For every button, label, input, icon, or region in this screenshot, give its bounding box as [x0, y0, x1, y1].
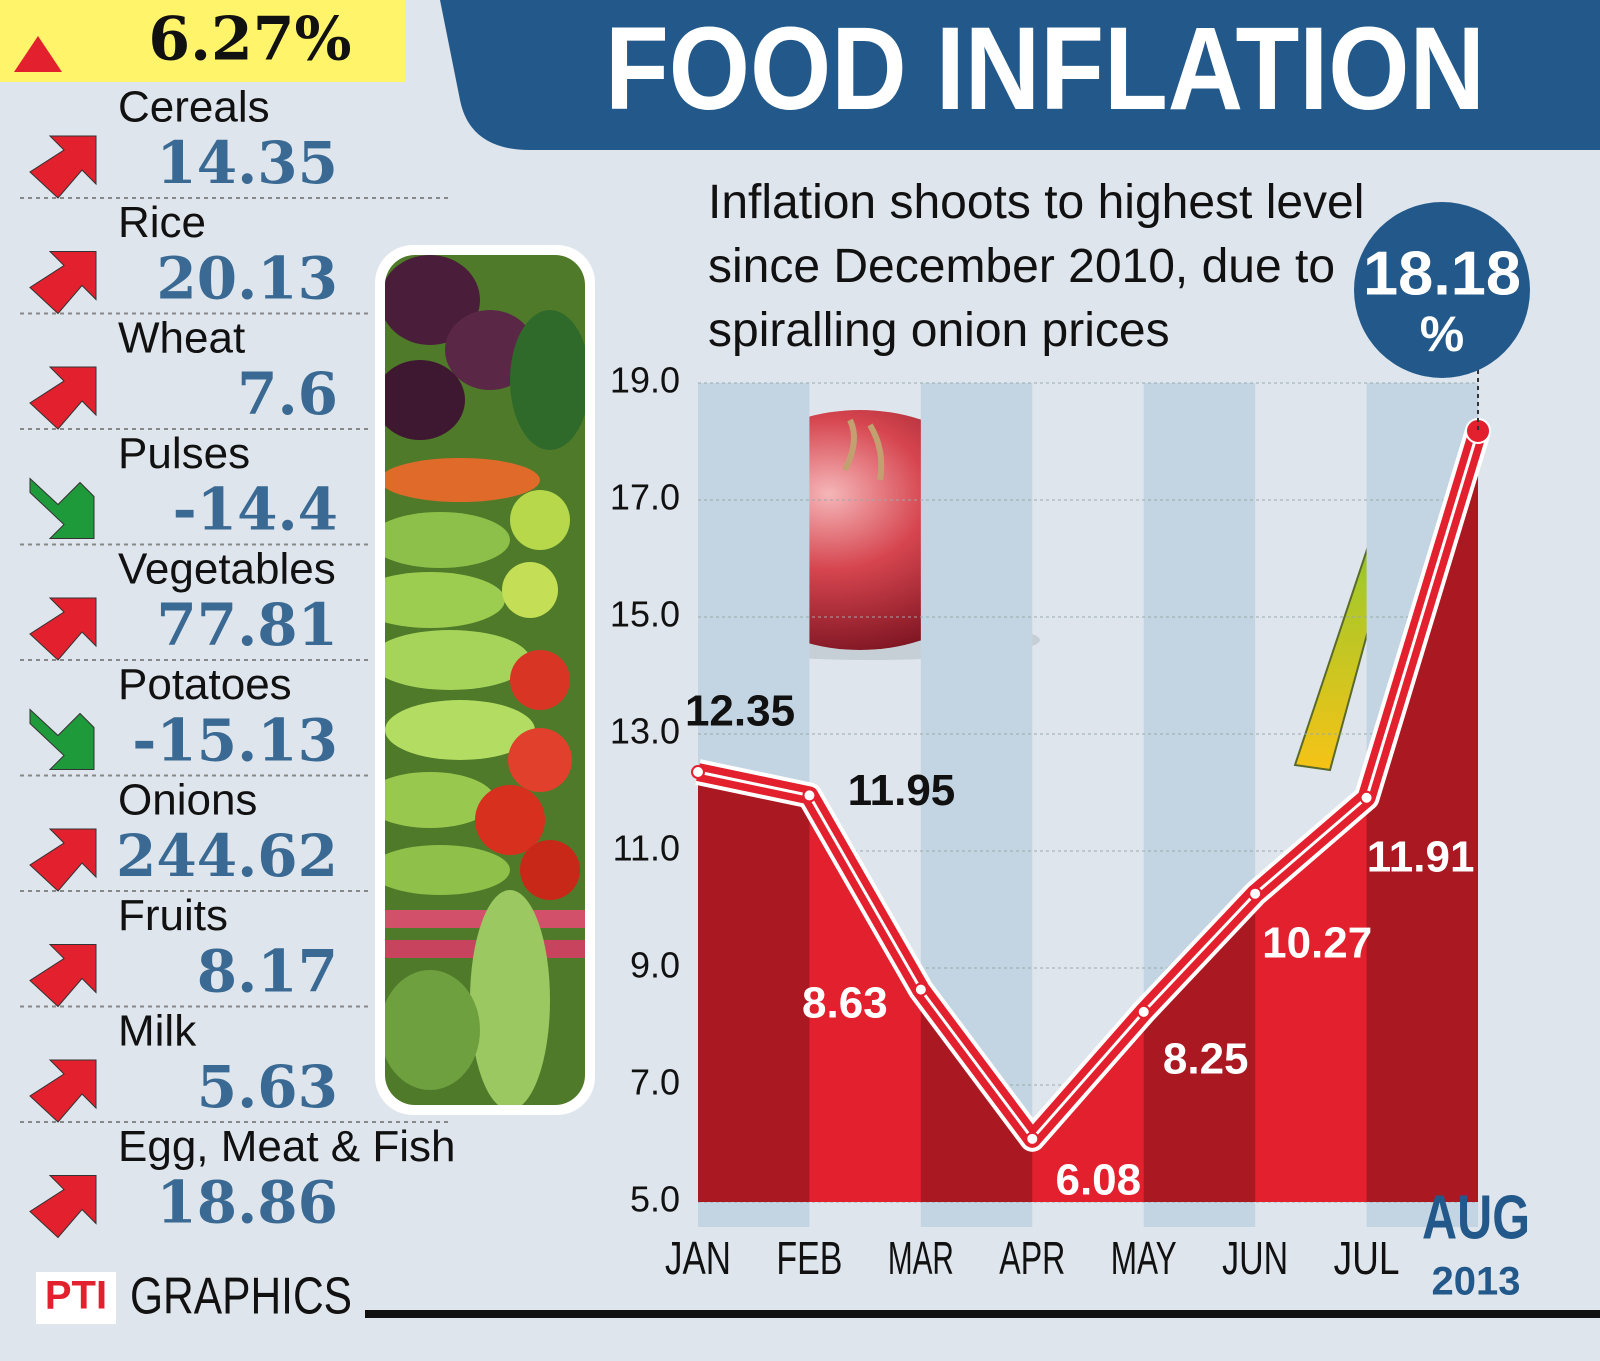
x-tick-label: JAN — [665, 1232, 731, 1284]
up-arrow — [29, 1059, 97, 1123]
item-value: 8.17 — [197, 938, 338, 1006]
item-label: Onions — [118, 776, 257, 825]
x-tick-label: MAR — [888, 1232, 954, 1284]
title-bar — [440, 0, 1600, 150]
item-label: Potatoes — [118, 660, 292, 709]
plot: 5.0 7.0 9.0 11.0 13.0 15.0 17.0 19.0 12.35 JAN 11.… — [610, 202, 1530, 1304]
item-value: 5.63 — [197, 1053, 338, 1121]
up-arrow — [29, 135, 97, 199]
value-label: 12.35 — [685, 687, 795, 736]
up-arrow — [29, 366, 97, 430]
year: 2013 — [1432, 1260, 1521, 1304]
breakdown-panel: Cereals14.35Rice20.13Wheat7.6Pulses-14.4… — [20, 83, 455, 1239]
highlight-badge — [1354, 202, 1530, 378]
footer-rule — [365, 1310, 1600, 1318]
value-label: 11.95 — [848, 766, 956, 815]
up-arrow — [29, 1175, 97, 1239]
up-arrow — [29, 251, 97, 315]
point — [802, 788, 817, 803]
up-arrow — [29, 597, 97, 661]
x-tick-label: FEB — [776, 1232, 842, 1284]
highlight-value: 18.18 — [1363, 239, 1521, 308]
highlight-unit: % — [1420, 306, 1464, 362]
logo-box — [36, 1272, 116, 1324]
x-tick-label: APR — [999, 1232, 1065, 1284]
y-tick-label: 19.0 — [610, 360, 680, 401]
item-label: Fruits — [118, 891, 228, 940]
point — [1025, 1131, 1040, 1146]
value-label: 8.25 — [1163, 1035, 1249, 1084]
up-arrow — [29, 828, 97, 892]
up-arrow — [29, 944, 97, 1008]
subtitle: Inflation shoots to highest level since D… — [708, 176, 1364, 357]
value-label: 6.08 — [1055, 1155, 1141, 1204]
value-label: 10.27 — [1262, 918, 1372, 967]
item-value: 14.35 — [156, 129, 338, 197]
point — [913, 982, 928, 997]
value-label: 11.91 — [1367, 832, 1475, 881]
item-value: 20.13 — [156, 245, 338, 313]
item-label: Pulses — [118, 429, 250, 478]
item-label: Wheat — [118, 314, 245, 363]
y-tick-label: 7.0 — [630, 1062, 680, 1103]
item-value: 18.86 — [156, 1169, 338, 1237]
item-value: 7.6 — [237, 360, 338, 428]
y-tick-label: 9.0 — [630, 945, 680, 986]
item-value: 244.62 — [116, 822, 338, 890]
title: FOOD INFLATION — [605, 3, 1485, 135]
down-arrow — [29, 708, 95, 770]
x-tick-label: JUN — [1222, 1232, 1288, 1284]
y-tick-label: 13.0 — [610, 711, 680, 752]
y-tick-label: 11.0 — [613, 828, 680, 869]
point — [1359, 790, 1374, 805]
x-tick-label: JUL — [1334, 1232, 1400, 1284]
item-label: Rice — [118, 198, 206, 247]
y-tick-label: 5.0 — [630, 1179, 680, 1220]
onion-root — [842, 418, 885, 481]
point — [1248, 886, 1263, 901]
indicator-value: 6.27% — [148, 5, 351, 75]
item-label: Cereals — [118, 83, 270, 132]
vegetable-photo — [385, 255, 585, 1105]
value-label: 8.63 — [802, 978, 888, 1027]
line-core — [697, 430, 1480, 1141]
item-label: Vegetables — [118, 545, 336, 594]
item-value: -15.13 — [132, 707, 338, 775]
indicator-box — [0, 0, 405, 82]
y-tick-label: 17.0 — [610, 477, 680, 518]
item-value: 77.81 — [156, 591, 338, 659]
y-tick-label: 15.0 — [610, 594, 680, 635]
up-arrow — [14, 36, 62, 72]
down-arrow — [29, 477, 95, 539]
x-tick-label: MAY — [1111, 1232, 1177, 1284]
area — [698, 430, 1479, 1203]
point — [691, 765, 705, 780]
item-label: Milk — [118, 1007, 197, 1056]
source: GRAPHICS — [130, 1268, 352, 1326]
point — [1136, 1004, 1151, 1019]
x-tick-label: AUG — [1422, 1183, 1530, 1252]
item-label: Egg, Meat & Fish — [118, 1122, 455, 1171]
item-value: -14.4 — [173, 476, 338, 544]
logo: PTI — [45, 1274, 107, 1318]
